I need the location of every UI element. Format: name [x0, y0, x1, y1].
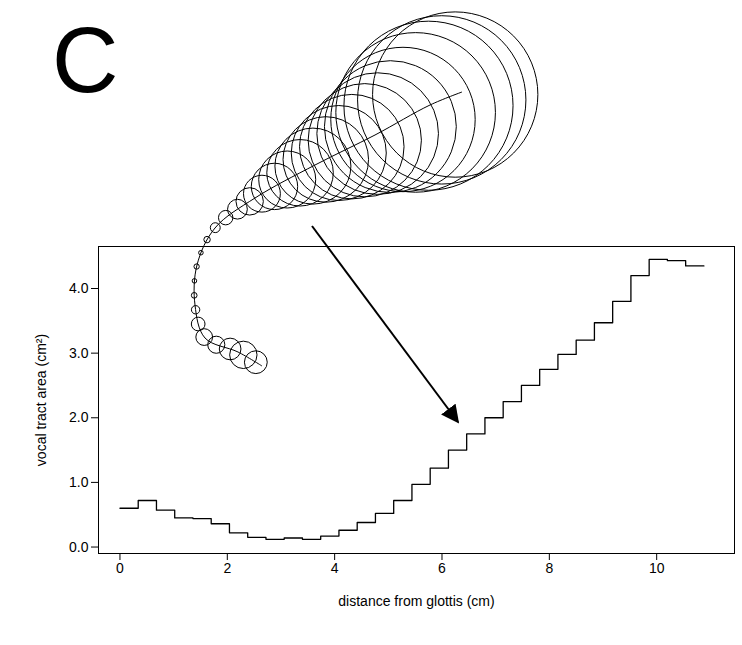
svg-text:C: C — [52, 9, 118, 111]
svg-text:distance from glottis (cm): distance from glottis (cm) — [338, 593, 494, 609]
svg-text:8: 8 — [545, 560, 553, 576]
svg-text:4: 4 — [331, 560, 339, 576]
svg-text:4.0: 4.0 — [69, 280, 89, 296]
svg-text:0: 0 — [116, 560, 124, 576]
svg-text:10: 10 — [649, 560, 665, 576]
svg-text:6: 6 — [438, 560, 446, 576]
svg-text:2: 2 — [223, 560, 231, 576]
svg-text:2.0: 2.0 — [69, 409, 89, 425]
svg-text:3.0: 3.0 — [69, 345, 89, 361]
svg-text:1.0: 1.0 — [69, 474, 89, 490]
svg-text:0.0: 0.0 — [69, 539, 89, 555]
svg-text:vocal tract area (cm²): vocal tract area (cm²) — [33, 334, 49, 466]
